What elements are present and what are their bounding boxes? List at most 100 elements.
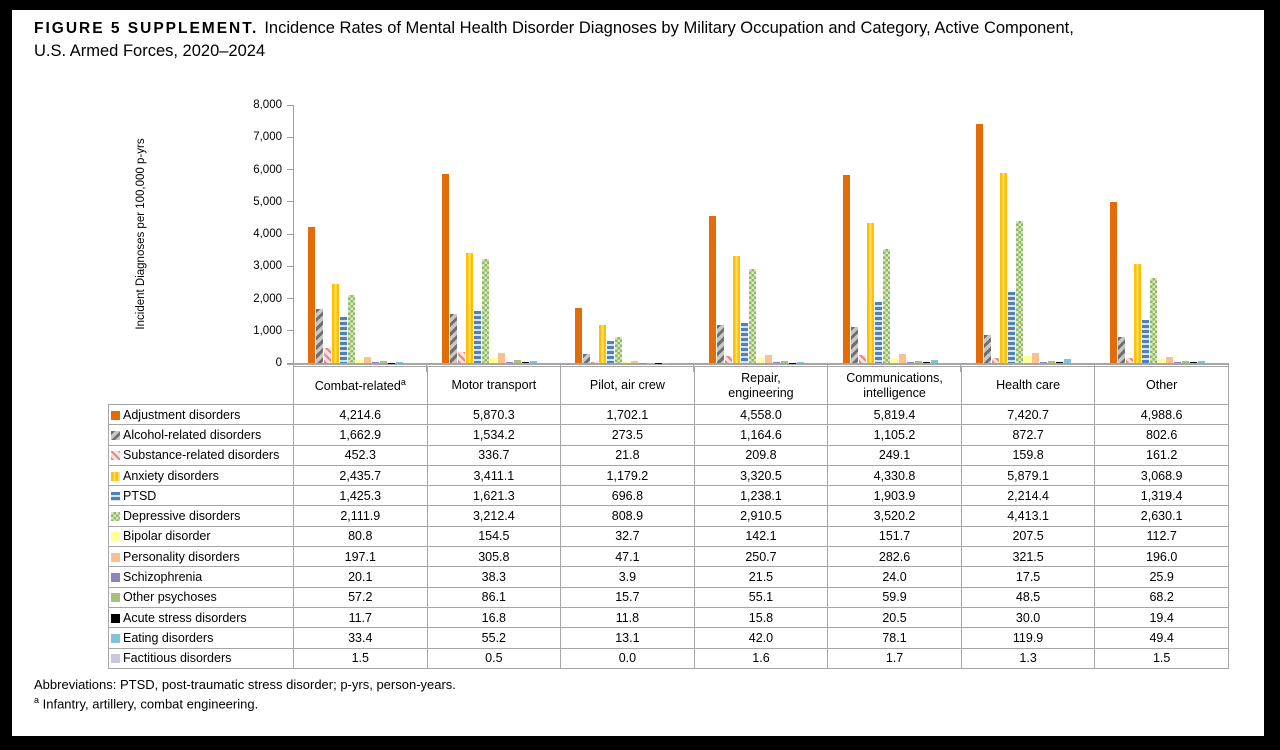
value-cell: 802.6	[1094, 424, 1229, 446]
value-cell: 142.1	[693, 525, 829, 548]
bar	[1133, 264, 1141, 363]
bar-group	[694, 105, 828, 363]
value-cell: 78.1	[827, 627, 962, 649]
bar	[992, 357, 1000, 363]
bar	[732, 255, 740, 363]
figure-canvas: FIGURE 5 SUPPLEMENT. Incidence Rates of M…	[12, 10, 1264, 736]
bar	[1197, 361, 1205, 363]
value-cell: 47.1	[560, 546, 695, 568]
category-header-cell: Motor transport	[426, 366, 562, 405]
legend-cell: Substance-related disorders	[108, 444, 294, 466]
bar	[748, 269, 756, 363]
legend-cell: Anxiety disorders	[108, 464, 294, 487]
value-cell: 3,212.4	[426, 505, 562, 527]
series-row: Personality disorders 197.1 305.8 47.1 250.7…	[108, 546, 1229, 568]
bar	[1157, 359, 1165, 363]
bar	[796, 361, 804, 363]
value-cell: 1,164.6	[693, 424, 829, 446]
bar	[513, 360, 521, 363]
bar	[788, 362, 796, 363]
value-cell: 207.5	[960, 525, 1096, 548]
category-header-cell: Repair, engineering	[693, 366, 829, 405]
legend-label: Acute stress disorders	[123, 610, 247, 625]
y-tick-mark	[287, 201, 293, 203]
series-row: Bipolar disorder 80.8 154.5 32.7 142.1 151.7 2…	[108, 525, 1229, 548]
footnote-text: Infantry, artillery, combat engineering.	[39, 696, 259, 712]
bar	[449, 313, 457, 363]
bar	[380, 361, 388, 363]
value-cell: 1,662.9	[293, 424, 428, 446]
series-row: Factitious disorders 1.5 0.5 0.0 1.6 1.7 1.3 1.…	[108, 647, 1229, 669]
value-cell: 197.1	[293, 546, 428, 568]
series-row: Other psychoses 57.2 86.1 15.7 55.1 59.9 48.5 6…	[108, 586, 1229, 608]
bar	[1165, 356, 1173, 363]
legend-cell: Depressive disorders	[108, 505, 294, 527]
value-cell: 209.8	[693, 444, 829, 466]
value-cell: 305.8	[426, 546, 562, 568]
bar	[1109, 202, 1117, 363]
value-cell: 159.8	[960, 444, 1096, 466]
value-cell: 1,238.1	[693, 485, 829, 507]
bar	[583, 354, 591, 363]
legend-label: Alcohol-related disorders	[123, 427, 262, 442]
bar	[740, 323, 748, 363]
value-cell: 21.8	[560, 444, 695, 466]
value-cell: 1.7	[827, 647, 962, 669]
value-cell: 49.4	[1094, 627, 1229, 649]
value-cell: 2,630.1	[1094, 505, 1229, 527]
value-cell: 7,420.7	[960, 403, 1096, 426]
value-cell: 4,413.1	[960, 505, 1096, 527]
legend-swatch	[111, 410, 120, 420]
bar	[874, 301, 882, 363]
y-tick-label: 5,000	[253, 195, 282, 208]
value-cell: 57.2	[293, 586, 428, 608]
bar	[356, 360, 364, 363]
bar	[1173, 362, 1181, 363]
legend-swatch	[111, 552, 120, 562]
value-cell: 249.1	[827, 444, 962, 466]
bar	[396, 361, 404, 363]
value-cell: 55.1	[693, 586, 829, 608]
bar	[599, 324, 607, 363]
value-cell: 112.7	[1094, 525, 1229, 548]
legend-cell: Eating disorders	[108, 627, 294, 649]
bar	[1000, 173, 1008, 363]
bar	[489, 358, 497, 363]
bar	[1125, 357, 1133, 363]
bar	[716, 325, 724, 363]
value-cell: 24.0	[827, 566, 962, 588]
bar	[364, 356, 372, 363]
bar	[984, 334, 992, 363]
figure-title-line2: U.S. Armed Forces, 2020–2024	[34, 42, 266, 61]
y-tick-label: 6,000	[253, 163, 282, 176]
figure-title: FIGURE 5 SUPPLEMENT. Incidence Rates of M…	[34, 17, 1242, 63]
bar-group	[427, 105, 561, 363]
value-cell: 5,870.3	[426, 403, 562, 426]
footnote-infantry: a Infantry, artillery, combat engineerin…	[34, 695, 258, 711]
legend-label: PTSD	[123, 488, 157, 503]
bar	[324, 348, 332, 363]
value-cell: 15.7	[560, 586, 695, 608]
value-cell: 196.0	[1094, 546, 1229, 568]
value-cell: 452.3	[293, 444, 428, 466]
footnote-abbreviations: Abbreviations: PTSD, post-traumatic stre…	[34, 677, 456, 692]
bar	[1040, 362, 1048, 363]
footnote-marker: a	[34, 695, 40, 705]
value-cell: 872.7	[960, 424, 1096, 446]
y-tick-mark	[287, 104, 293, 106]
series-row: Eating disorders 33.4 55.2 13.1 42.0 78.1 119.…	[108, 627, 1229, 649]
value-cell: 1.3	[960, 647, 1096, 669]
value-cell: 1.5	[1094, 647, 1229, 669]
value-cell: 1,621.3	[426, 485, 562, 507]
legend-swatch	[111, 613, 120, 623]
bar	[842, 175, 850, 363]
value-cell: 3,520.2	[827, 505, 962, 527]
bar	[591, 362, 599, 363]
category-header-row: Combat-relateda Motor transport Pilot, air…	[109, 366, 1229, 405]
legend-swatch	[111, 451, 120, 461]
value-cell: 3,320.5	[693, 464, 829, 487]
value-cell: 55.2	[426, 627, 562, 649]
value-cell: 1,425.3	[293, 485, 428, 507]
y-axis-line	[293, 105, 294, 363]
x-axis-line	[287, 363, 1229, 365]
